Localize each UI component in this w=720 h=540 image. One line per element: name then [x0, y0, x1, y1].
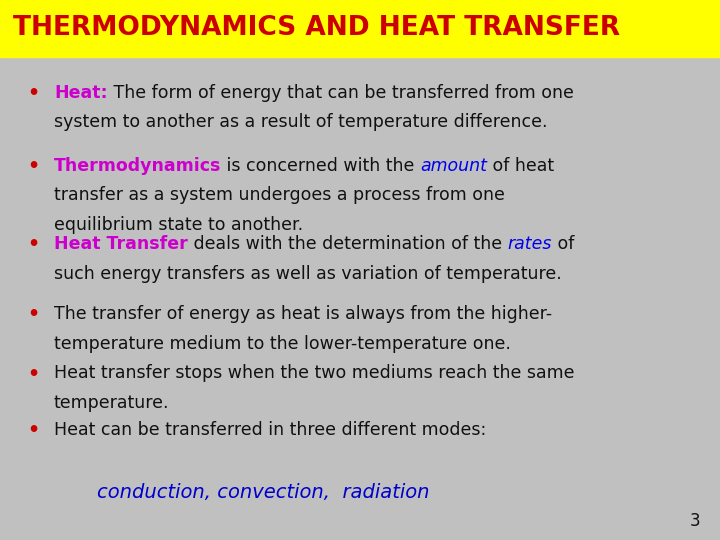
- Text: 3: 3: [689, 512, 700, 530]
- Text: system to another as a result of temperature difference.: system to another as a result of tempera…: [54, 113, 547, 131]
- Text: •: •: [27, 305, 40, 324]
- Text: •: •: [27, 421, 40, 440]
- Text: transfer as a system undergoes a process from one: transfer as a system undergoes a process…: [54, 186, 505, 204]
- Text: temperature.: temperature.: [54, 394, 169, 412]
- Text: •: •: [27, 84, 40, 103]
- Text: Thermodynamics: Thermodynamics: [54, 157, 221, 174]
- Text: amount: amount: [420, 157, 487, 174]
- Text: Heat can be transferred in three different modes:: Heat can be transferred in three differe…: [54, 421, 486, 439]
- Text: temperature medium to the lower-temperature one.: temperature medium to the lower-temperat…: [54, 335, 511, 353]
- Text: of: of: [552, 235, 574, 253]
- Text: The transfer of energy as heat is always from the higher-: The transfer of energy as heat is always…: [54, 305, 552, 323]
- Text: Heat transfer stops when the two mediums reach the same: Heat transfer stops when the two mediums…: [54, 364, 575, 382]
- Text: conduction, convection,  radiation: conduction, convection, radiation: [97, 483, 430, 502]
- Text: is concerned with the: is concerned with the: [221, 157, 420, 174]
- Text: of heat: of heat: [487, 157, 554, 174]
- Text: THERMODYNAMICS AND HEAT TRANSFER: THERMODYNAMICS AND HEAT TRANSFER: [13, 15, 620, 42]
- Text: such energy transfers as well as variation of temperature.: such energy transfers as well as variati…: [54, 265, 562, 282]
- Text: Heat Transfer: Heat Transfer: [54, 235, 188, 253]
- Text: •: •: [27, 157, 40, 176]
- Bar: [0, 0, 720, 57]
- Text: Heat:: Heat:: [54, 84, 107, 102]
- Text: rates: rates: [508, 235, 552, 253]
- Text: •: •: [27, 235, 40, 254]
- Text: The form of energy that can be transferred from one: The form of energy that can be transferr…: [107, 84, 574, 102]
- Text: •: •: [27, 364, 40, 383]
- Text: equilibrium state to another.: equilibrium state to another.: [54, 216, 303, 234]
- Text: deals with the determination of the: deals with the determination of the: [188, 235, 508, 253]
